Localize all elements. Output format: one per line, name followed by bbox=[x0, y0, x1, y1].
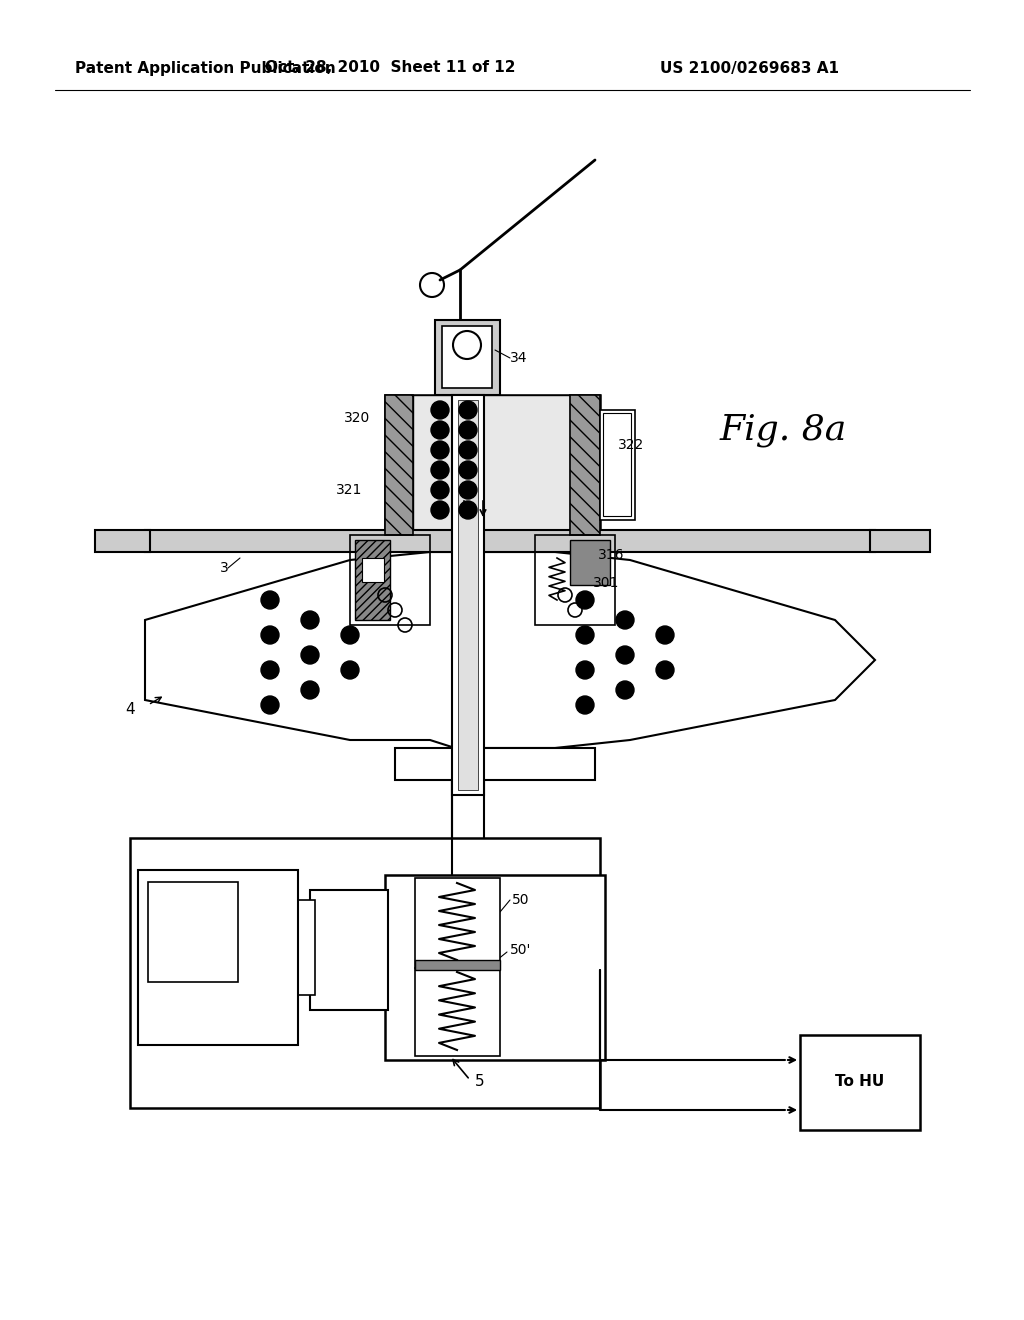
Bar bbox=[435, 319, 500, 395]
Bar bbox=[415, 878, 500, 968]
Circle shape bbox=[575, 696, 594, 714]
Circle shape bbox=[459, 401, 477, 418]
Text: 3: 3 bbox=[220, 561, 228, 576]
Bar bbox=[570, 395, 600, 535]
Text: 50': 50' bbox=[510, 942, 531, 957]
Bar bbox=[870, 531, 930, 552]
Bar bbox=[138, 870, 298, 1045]
Circle shape bbox=[459, 461, 477, 479]
Bar bbox=[145, 531, 874, 552]
Bar bbox=[600, 411, 635, 520]
Text: 50: 50 bbox=[512, 894, 529, 907]
Text: US 2100/0269683 A1: US 2100/0269683 A1 bbox=[660, 61, 839, 75]
Bar bbox=[413, 395, 570, 535]
Polygon shape bbox=[145, 552, 874, 748]
Circle shape bbox=[261, 626, 279, 644]
Circle shape bbox=[431, 502, 449, 519]
Text: 316: 316 bbox=[598, 548, 625, 562]
Circle shape bbox=[301, 645, 319, 664]
Circle shape bbox=[301, 681, 319, 700]
Circle shape bbox=[459, 441, 477, 459]
Bar bbox=[385, 395, 413, 535]
Bar bbox=[458, 400, 478, 789]
Bar bbox=[415, 968, 500, 1056]
Bar bbox=[130, 838, 600, 1107]
Circle shape bbox=[616, 611, 634, 630]
Circle shape bbox=[431, 480, 449, 499]
Text: Patent Application Publication: Patent Application Publication bbox=[75, 61, 336, 75]
Circle shape bbox=[341, 661, 359, 678]
Circle shape bbox=[459, 502, 477, 519]
Bar bbox=[535, 535, 615, 624]
Circle shape bbox=[616, 681, 634, 700]
Bar bbox=[385, 875, 605, 1060]
Bar bbox=[350, 535, 430, 624]
Bar bbox=[570, 540, 610, 585]
Text: Fig. 8a: Fig. 8a bbox=[720, 413, 847, 447]
Bar bbox=[362, 558, 384, 582]
Circle shape bbox=[575, 661, 594, 678]
Text: 4: 4 bbox=[125, 702, 135, 718]
Circle shape bbox=[301, 611, 319, 630]
Circle shape bbox=[656, 626, 674, 644]
Text: 321: 321 bbox=[336, 483, 362, 498]
Bar bbox=[385, 395, 600, 535]
Bar bbox=[415, 960, 500, 970]
Text: 320: 320 bbox=[344, 411, 370, 425]
Circle shape bbox=[575, 591, 594, 609]
Bar bbox=[95, 531, 150, 552]
Circle shape bbox=[341, 626, 359, 644]
Bar bbox=[148, 882, 238, 982]
Bar bbox=[310, 890, 388, 1010]
Bar bbox=[442, 326, 492, 388]
Circle shape bbox=[656, 661, 674, 678]
Bar bbox=[800, 1035, 920, 1130]
Circle shape bbox=[261, 696, 279, 714]
Circle shape bbox=[431, 401, 449, 418]
Circle shape bbox=[431, 441, 449, 459]
Text: 322: 322 bbox=[618, 438, 644, 451]
Circle shape bbox=[616, 645, 634, 664]
Text: To HU: To HU bbox=[836, 1074, 885, 1089]
Bar bbox=[280, 900, 315, 995]
Text: 301: 301 bbox=[593, 576, 620, 590]
Circle shape bbox=[261, 661, 279, 678]
Bar bbox=[355, 540, 390, 620]
Bar bbox=[395, 748, 595, 780]
Circle shape bbox=[459, 421, 477, 440]
Text: Oct. 28, 2010  Sheet 11 of 12: Oct. 28, 2010 Sheet 11 of 12 bbox=[265, 61, 515, 75]
Bar bbox=[603, 413, 631, 516]
Text: 5: 5 bbox=[475, 1074, 484, 1089]
Circle shape bbox=[431, 461, 449, 479]
Bar bbox=[452, 395, 484, 795]
Circle shape bbox=[431, 421, 449, 440]
Circle shape bbox=[261, 591, 279, 609]
Text: 34: 34 bbox=[510, 351, 527, 366]
Circle shape bbox=[459, 480, 477, 499]
Circle shape bbox=[575, 626, 594, 644]
